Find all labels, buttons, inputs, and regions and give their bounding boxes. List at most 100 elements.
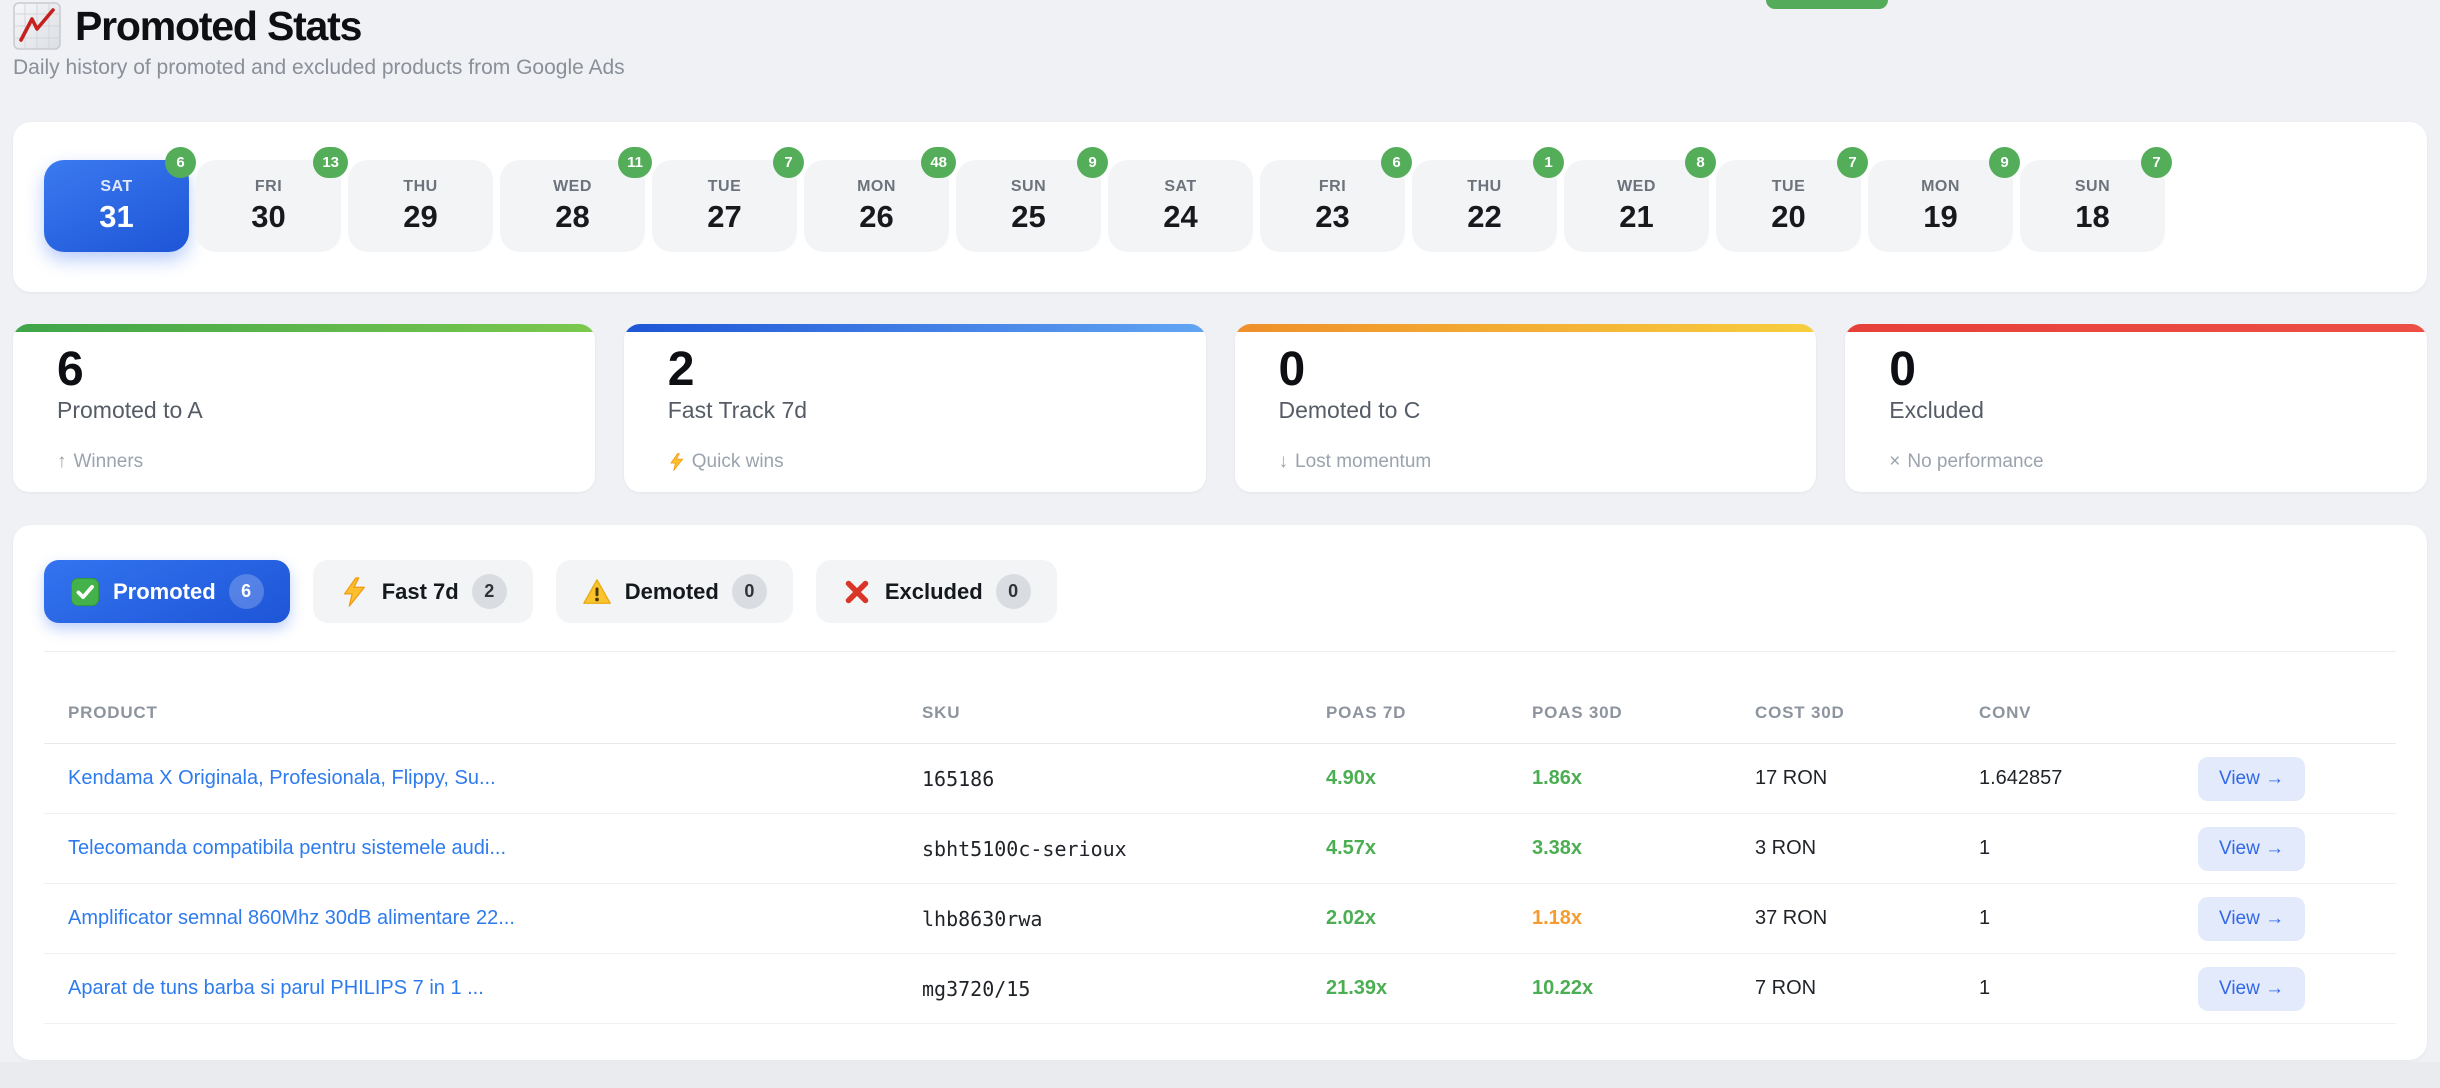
table-row: Amplificator semnal 860Mhz 30dB alimenta…: [44, 884, 2396, 954]
stat-hint-text: Lost momentum: [1295, 451, 1431, 473]
stat-card-demoted: 0 Demoted to C ↓ Lost momentum: [1235, 324, 1817, 492]
page-header: Promoted Stats Daily history of promoted…: [13, 2, 625, 80]
date-number: 18: [2075, 199, 2109, 235]
date-card-wed-28[interactable]: 11 WED 28: [500, 160, 645, 252]
date-card-sun-25[interactable]: 9 SUN 25: [956, 160, 1101, 252]
tab-demoted[interactable]: Demoted 0: [556, 560, 793, 623]
tab-label: Promoted: [113, 579, 216, 605]
table-row: Aparat de tuns barba si parul PHILIPS 7 …: [44, 954, 2396, 1024]
date-card-sun-18[interactable]: 7 SUN 18: [2020, 160, 2165, 252]
day-label: FRI: [1319, 178, 1346, 196]
date-card-mon-26[interactable]: 48 MON 26: [804, 160, 949, 252]
product-link[interactable]: Amplificator semnal 860Mhz 30dB alimenta…: [44, 907, 898, 930]
tab-count-badge: 0: [732, 574, 767, 609]
tab-fast-7d[interactable]: Fast 7d 2: [313, 560, 533, 623]
product-link[interactable]: Kendama X Originala, Profesionala, Flipp…: [44, 767, 898, 790]
view-button[interactable]: View →: [2198, 757, 2305, 801]
col-header-conv: CONV: [1955, 703, 2174, 723]
date-count-badge: 13: [313, 147, 348, 178]
tab-promoted[interactable]: Promoted 6: [44, 560, 290, 623]
date-number: 30: [251, 199, 285, 235]
tab-label: Fast 7d: [382, 579, 459, 605]
stat-label: Excluded: [1889, 397, 2383, 424]
conv-cell: 1: [1955, 977, 2174, 1000]
tab-label: Demoted: [625, 579, 719, 605]
cross-icon: [842, 577, 872, 607]
col-header-product: Product: [44, 703, 898, 723]
lightning-icon: [668, 451, 685, 473]
view-button[interactable]: View →: [2198, 827, 2305, 871]
filter-tabs: Promoted 6 Fast 7d 2 Demoted 0: [44, 560, 2396, 623]
chart-increasing-icon: [13, 2, 61, 50]
tab-count-badge: 2: [472, 574, 507, 609]
products-table: Product SKU POAS 7D POAS 30D COST 30D CO…: [44, 651, 2396, 1024]
stat-value: 2: [668, 346, 1162, 394]
view-button[interactable]: View →: [2198, 897, 2305, 941]
cost-30d-cell: 17 RON: [1731, 767, 1955, 790]
date-card-sat-31[interactable]: 6 SAT 31: [44, 160, 189, 252]
up-arrow-icon: ↑: [57, 451, 67, 473]
tab-count-badge: 0: [996, 574, 1031, 609]
sku-cell: lhb8630rwa: [898, 907, 1302, 931]
day-label: SUN: [2075, 178, 2110, 196]
date-card-wed-21[interactable]: 8 WED 21: [1564, 160, 1709, 252]
date-strip: 6 SAT 31 13 FRI 30 THU 29 11 WED 28 7 T: [44, 160, 2427, 252]
date-count-badge: 7: [773, 147, 804, 178]
date-number: 21: [1619, 199, 1653, 235]
stat-card-fast-track: 2 Fast Track 7d Quick wins: [624, 324, 1206, 492]
date-card-thu-29[interactable]: THU 29: [348, 160, 493, 252]
date-number: 31: [99, 199, 133, 235]
day-label: MON: [857, 178, 896, 196]
top-action-pill[interactable]: [1766, 0, 1888, 9]
date-card-tue-27[interactable]: 7 TUE 27: [652, 160, 797, 252]
stat-label: Fast Track 7d: [668, 397, 1162, 424]
date-count-badge: 1: [1533, 147, 1564, 178]
product-link[interactable]: Aparat de tuns barba si parul PHILIPS 7 …: [44, 977, 898, 1000]
cost-30d-cell: 3 RON: [1731, 837, 1955, 860]
cost-30d-cell: 37 RON: [1731, 907, 1955, 930]
page-bottom-band: [0, 1062, 2440, 1088]
col-header-poas-7d: POAS 7D: [1302, 703, 1508, 723]
table-row: Kendama X Originala, Profesionala, Flipp…: [44, 744, 2396, 814]
tab-excluded[interactable]: Excluded 0: [816, 560, 1057, 623]
poas-7d-cell: 4.90x: [1302, 767, 1508, 790]
date-card-mon-19[interactable]: 9 MON 19: [1868, 160, 2013, 252]
table-header-row: Product SKU POAS 7D POAS 30D COST 30D CO…: [44, 652, 2396, 744]
stat-accent-strip: [624, 324, 1206, 332]
table-row: Telecomanda compatibila pentru sistemele…: [44, 814, 2396, 884]
date-card-tue-20[interactable]: 7 TUE 20: [1716, 160, 1861, 252]
day-label: MON: [1921, 178, 1960, 196]
date-count-badge: 7: [2141, 147, 2172, 178]
col-header-cost-30d: COST 30D: [1731, 703, 1955, 723]
x-icon: ×: [1889, 451, 1900, 473]
date-number: 25: [1011, 199, 1045, 235]
date-count-badge: 8: [1685, 147, 1716, 178]
stat-hint: × No performance: [1889, 451, 2383, 473]
view-button[interactable]: View →: [2198, 967, 2305, 1011]
day-label: SUN: [1011, 178, 1046, 196]
stat-hint: ↑ Winners: [57, 451, 551, 473]
col-header-sku: SKU: [898, 703, 1302, 723]
stat-hint: Quick wins: [668, 451, 1162, 473]
date-card-fri-23[interactable]: 6 FRI 23: [1260, 160, 1405, 252]
date-card-fri-30[interactable]: 13 FRI 30: [196, 160, 341, 252]
lightning-icon: [339, 577, 369, 607]
date-card-thu-22[interactable]: 1 THU 22: [1412, 160, 1557, 252]
stat-value: 0: [1279, 346, 1773, 394]
date-count-badge: 9: [1077, 147, 1108, 178]
col-header-poas-30d: POAS 30D: [1508, 703, 1731, 723]
date-count-badge: 6: [1381, 147, 1412, 178]
warning-icon: [582, 577, 612, 607]
date-card-sat-24[interactable]: SAT 24: [1108, 160, 1253, 252]
day-label: THU: [403, 178, 437, 196]
poas-30d-cell: 1.18x: [1508, 907, 1731, 930]
date-number: 29: [403, 199, 437, 235]
page-subtitle: Daily history of promoted and excluded p…: [13, 56, 625, 80]
date-strip-card: 6 SAT 31 13 FRI 30 THU 29 11 WED 28 7 T: [13, 122, 2427, 292]
table-card: Promoted 6 Fast 7d 2 Demoted 0: [13, 525, 2427, 1060]
tab-label: Excluded: [885, 579, 983, 605]
poas-7d-cell: 21.39x: [1302, 977, 1508, 1000]
product-link[interactable]: Telecomanda compatibila pentru sistemele…: [44, 837, 898, 860]
poas-30d-cell: 1.86x: [1508, 767, 1731, 790]
poas-7d-cell: 4.57x: [1302, 837, 1508, 860]
